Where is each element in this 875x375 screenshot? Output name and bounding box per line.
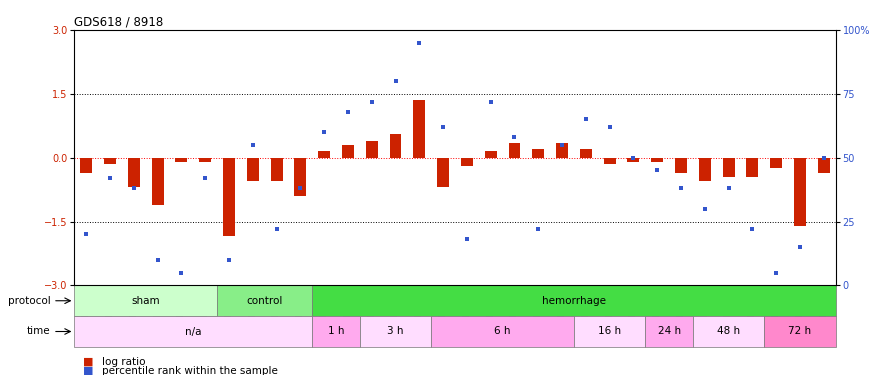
Text: log ratio: log ratio [102, 357, 146, 367]
Bar [675, 158, 687, 172]
Bar [366, 141, 378, 158]
Bar [294, 158, 306, 196]
Bar [342, 145, 354, 158]
Bar [627, 158, 640, 162]
Bar [389, 134, 402, 158]
Bar [360, 316, 431, 347]
Bar [461, 158, 472, 166]
Text: 72 h: 72 h [788, 327, 811, 336]
Text: protocol: protocol [8, 296, 51, 306]
Bar [556, 143, 568, 158]
Bar [604, 158, 616, 164]
Bar [318, 151, 330, 157]
Bar [646, 316, 693, 347]
Text: 48 h: 48 h [717, 327, 740, 336]
Text: sham: sham [131, 296, 160, 306]
Bar [247, 158, 259, 181]
Bar [485, 151, 497, 157]
Bar [764, 316, 836, 347]
Text: 6 h: 6 h [494, 327, 511, 336]
Text: n/a: n/a [186, 327, 201, 336]
Bar [200, 158, 211, 162]
Bar [699, 158, 710, 181]
Text: ■: ■ [83, 366, 94, 375]
Bar [74, 316, 312, 347]
Bar [104, 158, 116, 164]
Bar [532, 149, 544, 158]
Text: hemorrhage: hemorrhage [542, 296, 606, 306]
Bar [693, 316, 764, 347]
Bar [818, 158, 829, 172]
Bar [746, 158, 759, 177]
Bar [223, 158, 235, 236]
Bar [574, 316, 646, 347]
Bar [438, 158, 449, 188]
Bar [580, 149, 592, 158]
Text: time: time [27, 327, 51, 336]
Bar [794, 158, 806, 226]
Text: percentile rank within the sample: percentile rank within the sample [102, 366, 278, 375]
Bar [270, 158, 283, 181]
Text: 1 h: 1 h [328, 327, 344, 336]
Text: 24 h: 24 h [657, 327, 681, 336]
Text: 3 h: 3 h [388, 327, 403, 336]
Bar [151, 158, 164, 204]
Bar [770, 158, 782, 168]
Bar [413, 100, 425, 158]
Text: 16 h: 16 h [598, 327, 621, 336]
Bar [431, 316, 574, 347]
Bar [176, 158, 187, 162]
Bar [312, 316, 360, 347]
Bar [128, 158, 140, 188]
Bar [217, 285, 312, 316]
Text: control: control [247, 296, 283, 306]
Bar [80, 158, 92, 172]
Text: ■: ■ [83, 357, 94, 367]
Bar [508, 143, 521, 158]
Text: GDS618 / 8918: GDS618 / 8918 [74, 16, 164, 29]
Bar [723, 158, 734, 177]
Bar [312, 285, 836, 316]
Bar [74, 285, 217, 316]
Bar [651, 158, 663, 162]
